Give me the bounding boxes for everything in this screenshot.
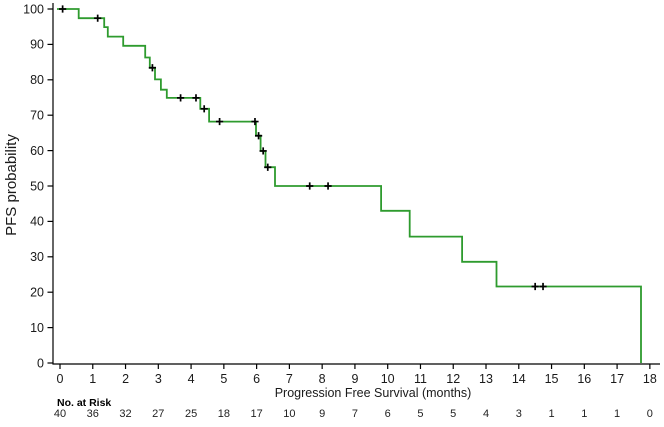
y-tick-label: 90 — [30, 38, 44, 52]
risk-count: 18 — [218, 408, 230, 420]
censor-mark — [215, 117, 224, 126]
x-tick-label: 6 — [253, 372, 260, 386]
censor-mark — [176, 94, 185, 102]
risk-count: 1 — [548, 408, 554, 420]
axis-titles: PFS probability Progression Free Surviva… — [3, 134, 471, 409]
x-tick-label: 13 — [479, 372, 493, 386]
x-tick-label: 4 — [188, 372, 195, 386]
risk-count: 4 — [483, 408, 489, 420]
risk-count: 1 — [581, 408, 587, 420]
x-tick-label: 7 — [286, 372, 293, 386]
risk-count: 10 — [283, 408, 295, 420]
x-tick-label: 2 — [122, 372, 129, 386]
risk-count: 36 — [87, 408, 99, 420]
survival-step-line — [57, 8, 642, 363]
y-tick-label: 80 — [30, 73, 44, 87]
y-tick-label: 50 — [30, 179, 44, 193]
x-tick-label: 15 — [545, 372, 559, 386]
y-tick-label: 40 — [30, 215, 44, 229]
risk-count: 32 — [119, 408, 131, 420]
risk-count: 5 — [450, 408, 456, 420]
risk-table-label: No. at Risk — [57, 397, 111, 409]
censor-mark — [254, 132, 263, 140]
x-tick-label: 0 — [57, 372, 64, 386]
censor-mark — [148, 64, 157, 72]
censor-mark — [531, 282, 539, 291]
x-tick-label: 5 — [220, 372, 227, 386]
y-tick-label: 60 — [30, 144, 44, 158]
censor-mark — [59, 5, 67, 13]
x-tick-label: 1 — [89, 372, 96, 386]
y-tick-label: 70 — [30, 109, 44, 123]
risk-count: 7 — [352, 408, 358, 420]
censor-mark — [200, 105, 208, 113]
y-axis-title: PFS probability — [3, 134, 20, 236]
x-tick-label: 18 — [643, 372, 657, 386]
y-tick-label: 20 — [30, 286, 44, 300]
x-axis-title: Progression Free Survival (months) — [275, 386, 472, 400]
y-tick-label: 10 — [30, 321, 44, 335]
x-tick-label: 3 — [155, 372, 162, 386]
x-tick-label: 17 — [610, 372, 624, 386]
x-tick-label: 14 — [512, 372, 526, 386]
censor-mark — [259, 147, 267, 155]
y-tick-label: 0 — [37, 356, 44, 370]
censor-mark — [264, 163, 272, 171]
risk-count: 6 — [385, 408, 391, 420]
censor-mark — [539, 282, 547, 291]
risk-count: 9 — [319, 408, 325, 420]
risk-count: 17 — [250, 408, 262, 420]
censor-mark — [324, 182, 332, 190]
x-tick-label: 8 — [319, 372, 326, 386]
risk-count: 3 — [516, 408, 522, 420]
risk-count: 40 — [54, 408, 66, 420]
censor-marks — [59, 5, 547, 291]
censor-mark — [306, 182, 314, 190]
x-tick-label: 9 — [351, 372, 358, 386]
censor-mark — [251, 117, 259, 126]
x-tick-label: 11 — [414, 372, 427, 386]
risk-count: 1 — [614, 408, 620, 420]
x-tick-label: 12 — [446, 372, 460, 386]
censor-mark — [94, 14, 102, 22]
y-tick-label: 30 — [30, 250, 44, 264]
risk-count: 0 — [647, 408, 653, 420]
risk-count: 25 — [185, 408, 197, 420]
risk-table-row: 40 36 32 27 25 18 17 10 9 7 6 5 5 4 3 1 1 1 0 — [54, 408, 653, 420]
x-tick-label: 10 — [381, 372, 395, 386]
risk-count: 27 — [152, 408, 164, 420]
risk-count: 5 — [417, 408, 423, 420]
axis-lines — [52, 3, 660, 365]
x-tick-label: 16 — [577, 372, 591, 386]
y-tick-label: 100 — [23, 2, 44, 16]
censor-mark — [192, 94, 200, 102]
km-curve — [57, 8, 642, 363]
